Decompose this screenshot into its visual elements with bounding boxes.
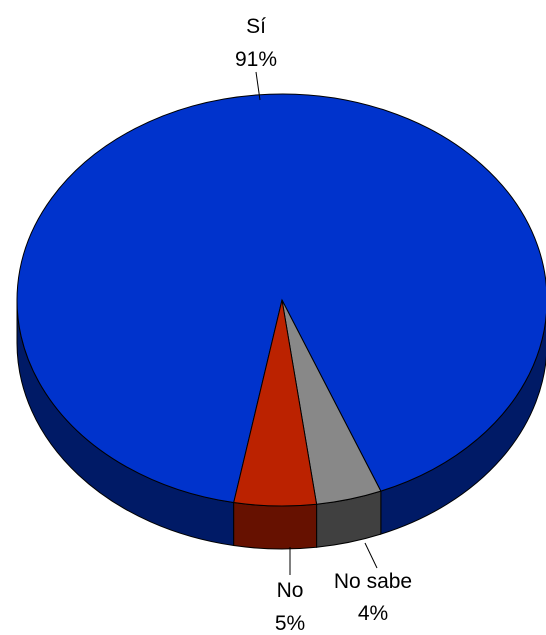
slice-label-si-name: Sí	[246, 15, 266, 38]
pie-slice-si	[16, 93, 546, 504]
leader-lines	[255, 71, 378, 575]
pie-side-no	[233, 501, 318, 550]
slice-label-si-pct: 91%	[235, 48, 277, 71]
slice-label-no-pct: 5%	[275, 612, 305, 635]
slice-label-no-sabe-pct: 4%	[358, 602, 388, 625]
slice-label-no-name: No	[277, 579, 304, 602]
leader-line-si	[255, 71, 261, 101]
pie-slices	[16, 93, 546, 507]
pie-slice-no	[233, 299, 318, 507]
slice-label-no-sabe-name: No sabe	[334, 570, 412, 593]
leader-line-no-sabe	[364, 542, 378, 569]
